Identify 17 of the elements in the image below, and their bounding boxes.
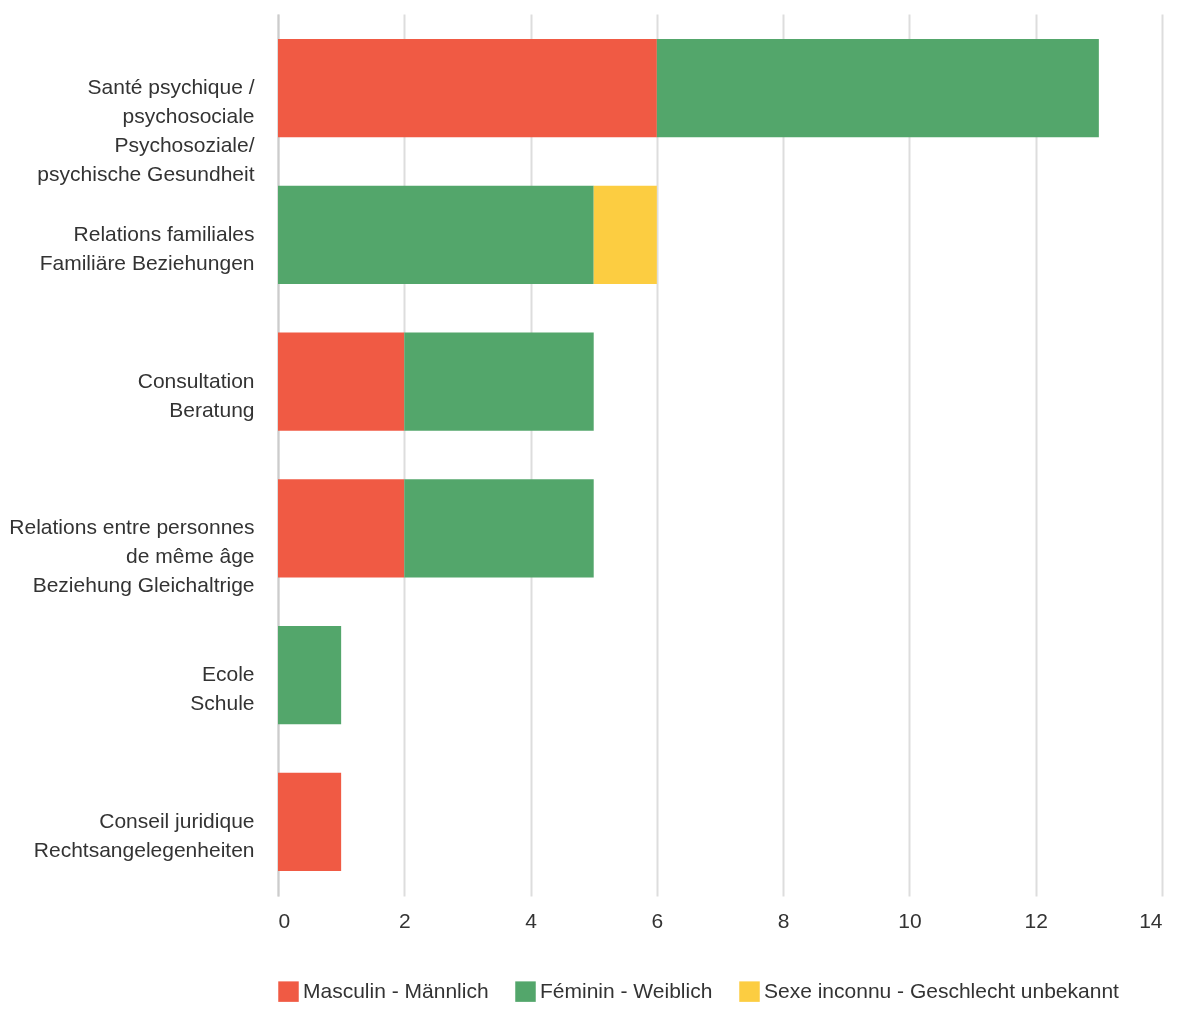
x-tick-label: 8 [777,908,790,932]
y-tick-label: Relations entre personnes de même âge Beziehung Gleichaltrige [9,515,255,597]
x-tick-label: 6 [651,908,664,932]
x-tick-label: 14 [1139,908,1163,932]
x-tick-label: 12 [1024,908,1048,932]
x-tick-label: 10 [898,908,922,932]
y-tick-label: Ecole Schule [190,662,255,715]
x-tick-label: 4 [525,908,538,932]
legend-label: Sexe inconnu - Geschlecht unbekannt [764,978,1120,1002]
legend-label: Féminin - Weiblich [540,978,713,1002]
x-tick-label: 0 [278,908,291,932]
y-tick-label: Consultation Beratung [137,368,255,421]
y-tick-label: Conseil juridique Rechtsangelegenheiten [33,808,255,861]
y-tick-label: Santé psychique / psychosociale Psychosoziale/ psychische Gesundheit [37,75,255,186]
x-tick-label: 2 [398,908,411,932]
y-tick-label: Relations familiales Familiäre Beziehungen [39,221,255,274]
legend-label: Masculin - Männlich [303,978,489,1002]
